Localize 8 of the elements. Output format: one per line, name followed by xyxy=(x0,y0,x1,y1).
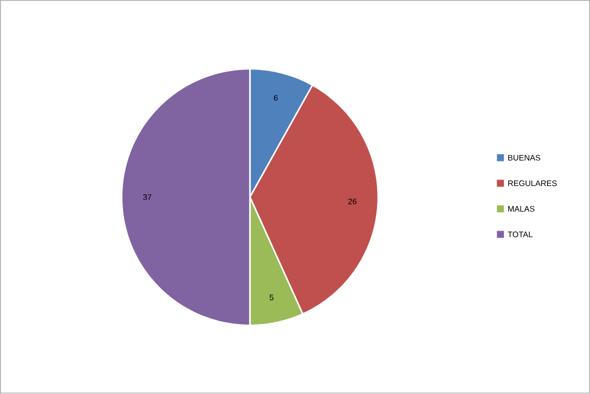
legend-label: MALAS xyxy=(508,206,534,212)
legend-label: REGULARES xyxy=(508,180,557,186)
data-label: 26 xyxy=(348,198,357,204)
data-label: 37 xyxy=(143,194,152,200)
legend-label: BUENAS xyxy=(508,155,540,161)
legend-label: TOTAL xyxy=(508,232,532,238)
data-label: 6 xyxy=(274,95,278,101)
data-label: 5 xyxy=(270,294,274,300)
